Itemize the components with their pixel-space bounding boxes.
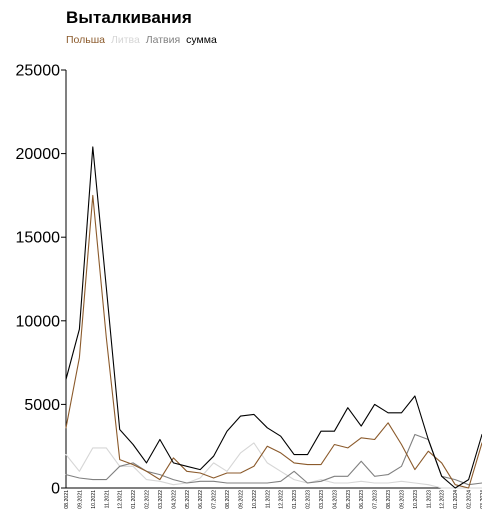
x-tick-label: 07.2023 bbox=[373, 490, 379, 509]
y-tick-label: 10000 bbox=[16, 313, 61, 330]
series-line-1 bbox=[65, 442, 482, 489]
series-line-2 bbox=[65, 433, 482, 486]
x-tick-label: 03.2022 bbox=[158, 490, 164, 509]
x-tick-label: 08.2021 bbox=[64, 490, 70, 509]
x-tick-label: 04.2023 bbox=[332, 490, 338, 509]
x-tick-label: 09.2022 bbox=[238, 490, 244, 509]
x-tick-label: 11.2023 bbox=[426, 490, 432, 508]
x-tick-label: 08.2023 bbox=[386, 490, 392, 509]
x-tick-label: 02.2022 bbox=[145, 490, 151, 509]
y-tick-label: 15000 bbox=[16, 230, 61, 247]
x-tick-label: 10.2023 bbox=[413, 490, 419, 509]
x-tick-label: 01.2022 bbox=[131, 490, 137, 509]
x-tick-label: 12.2022 bbox=[279, 490, 285, 509]
legend-item-latvia: Латвия bbox=[145, 34, 181, 46]
chart-legend: Польша Литва Латвия сумма bbox=[66, 34, 220, 46]
series-line-3 bbox=[65, 146, 482, 489]
legend-item-lithuania: Литва bbox=[110, 34, 140, 46]
x-tick-label: 01.2024 bbox=[453, 490, 459, 509]
x-tick-label: 03.2023 bbox=[319, 490, 325, 509]
x-tick-label: 05.2022 bbox=[185, 490, 191, 509]
y-tick-label: 25000 bbox=[16, 63, 61, 80]
x-tick-label: 11.2022 bbox=[265, 490, 271, 508]
x-tick-label: 11.2021 bbox=[104, 490, 110, 508]
x-tick-label: 09.2021 bbox=[77, 490, 83, 509]
x-tick-label: 03.2024 bbox=[480, 490, 482, 509]
x-tick-label: 09.2023 bbox=[399, 490, 405, 509]
x-tick-label: 05.2023 bbox=[346, 490, 352, 509]
x-tick-label: 06.2023 bbox=[359, 490, 365, 509]
x-tick-label: 10.2021 bbox=[91, 490, 97, 509]
x-tick-label: 06.2022 bbox=[198, 490, 204, 509]
y-tick-label: 5000 bbox=[24, 397, 60, 414]
x-tick-label: 07.2022 bbox=[212, 490, 218, 509]
x-tick-label: 08.2022 bbox=[225, 490, 231, 509]
chart-title: Выталкивания bbox=[66, 8, 192, 27]
x-tick-label: 04.2022 bbox=[171, 490, 177, 509]
y-tick-label: 20000 bbox=[16, 146, 61, 163]
x-tick-label: 02.2023 bbox=[306, 490, 312, 509]
x-tick-label: 12.2021 bbox=[118, 490, 124, 509]
x-tick-label: 12.2023 bbox=[440, 490, 446, 509]
series-line-0 bbox=[65, 194, 482, 489]
legend-item-poland: Польша bbox=[66, 34, 106, 46]
y-tick-label: 0 bbox=[51, 481, 60, 498]
x-tick-label: 02.2024 bbox=[467, 490, 473, 509]
x-tick-label: 01.2023 bbox=[292, 490, 298, 509]
legend-item-total: сумма bbox=[186, 34, 217, 46]
x-tick-label: 10.2022 bbox=[252, 490, 258, 509]
